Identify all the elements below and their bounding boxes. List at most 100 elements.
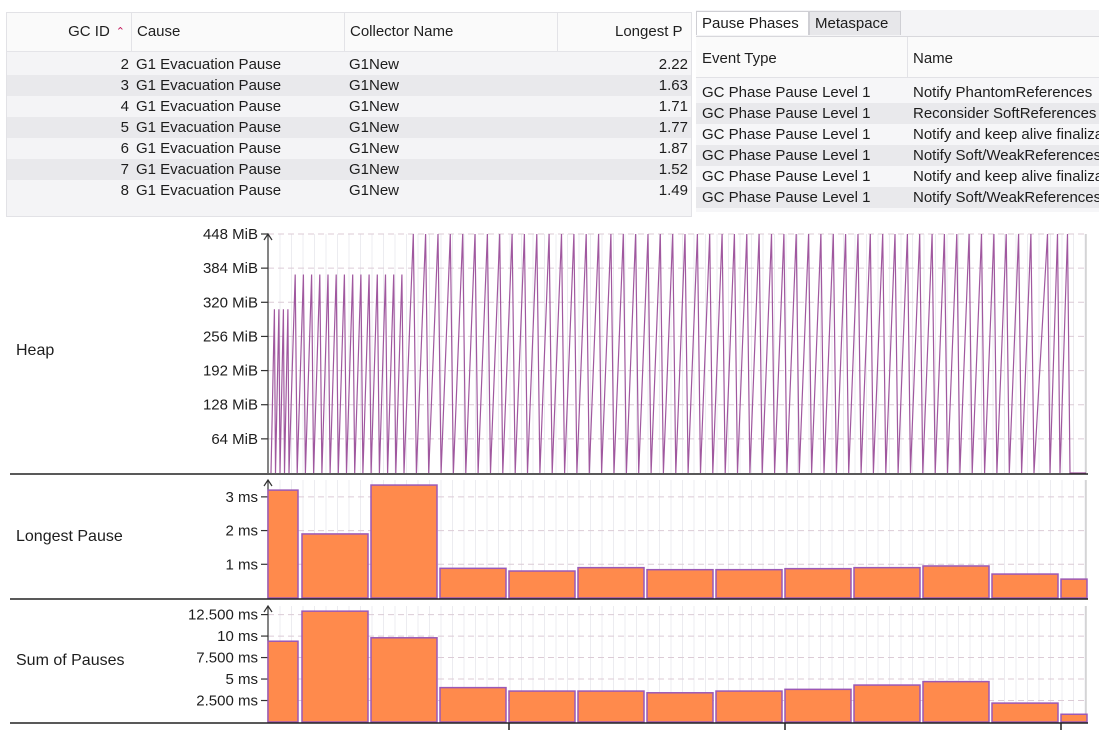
bar [715,568,783,599]
bar [853,566,921,599]
column-header-longest-pause[interactable]: Longest P [615,23,683,40]
caret-up-icon: ⌃ [115,26,125,38]
y-tick-label: 128 MiB [203,397,258,414]
table-row[interactable]: GC Phase Pause Level 1 Notify PhantomRef… [696,82,1099,103]
bar [301,610,369,723]
gc-charts[interactable]: 64 MiB 128 MiB 192 MiB 256 MiB 320 MiB 384 Mi… [0,222,1099,738]
cell-gc-id: 8 [120,182,129,199]
cell-cause: G1 Evacuation Pause [136,98,282,115]
table-row[interactable]: GC Phase Pause Level 1 Reconsider SoftRe… [696,103,1099,124]
table-row[interactable]: GC Phase Pause Level 1 Notify and keep a… [696,166,1099,187]
bar [1060,713,1088,723]
column-header-collector-name[interactable]: Collector Name [345,13,558,51]
cell-cause: G1 Evacuation Pause [136,119,282,136]
cell-longest-pause: 1.87 [658,140,688,157]
cell-gc-id: 4 [120,98,129,115]
cell-event-type: GC Phase Pause Level 1 [702,147,871,164]
table-row[interactable]: 8 G1 Evacuation Pause G1New 1.49 [7,180,691,201]
bar [370,637,438,723]
table-row[interactable]: 6 G1 Evacuation Pause G1New 1.87 [7,138,691,159]
bar [1060,578,1088,599]
cell-cause: G1 Evacuation Pause [136,56,282,73]
bar [439,567,507,599]
bar [784,567,852,599]
y-tick-label: 2.500 ms [196,693,258,710]
cell-longest-pause: 1.71 [658,98,688,115]
y-axis-arrow [263,478,273,487]
bar [784,688,852,723]
cell-collector-name: G1New [349,77,400,94]
cell-collector-name: G1New [349,56,400,73]
cell-gc-id: 3 [120,77,129,94]
cell-cause: G1 Evacuation Pause [136,140,282,157]
y-tick-label: 2 ms [225,523,258,540]
y-tick-label: 10 ms [217,628,258,645]
column-header-name[interactable]: Name [913,50,954,67]
bar [301,533,369,599]
table-row[interactable]: 4 G1 Evacuation Pause G1New 1.71 [7,96,691,117]
bar [991,573,1059,599]
table-row[interactable]: GC Phase Pause Level 1 Notify Soft/WeakR… [696,187,1099,208]
cell-longest-pause: 1.63 [658,77,688,94]
longest-pause-chart-label: Longest Pause [16,528,123,545]
cell-gc-id: 5 [120,119,129,136]
cell-event-type: GC Phase Pause Level 1 [702,126,871,143]
table-row[interactable]: 2 G1 Evacuation Pause G1New 2.22 [7,54,691,75]
cell-name: Reconsider SoftReferences [913,105,1097,122]
cell-gc-id: 7 [120,161,129,178]
bar [715,690,783,723]
y-axis-arrow [263,604,273,613]
cell-cause: G1 Evacuation Pause [136,77,282,94]
y-tick-label: 12.500 ms [188,607,258,624]
y-tick-label: 320 MiB [203,294,258,311]
table-row[interactable]: GC Phase Pause Level 1 Notify Soft/WeakR… [696,145,1099,166]
cell-longest-pause: 1.77 [658,119,688,136]
y-tick-label: 1 ms [225,556,258,573]
bar [646,568,714,599]
y-axis-arrow [263,232,273,241]
gc-table-header: GC ID ⌃ Cause Collector Name Longest P [7,13,691,52]
column-header-cause[interactable]: Cause [132,13,345,51]
charts-svg: 64 MiB 128 MiB 192 MiB 256 MiB 320 MiB 384 Mi… [10,226,1088,730]
bar [922,565,990,599]
table-row[interactable]: 5 G1 Evacuation Pause G1New 1.77 [7,117,691,138]
phases-table-body: GC Phase Pause Level 1 Notify PhantomRef… [696,82,1099,208]
y-tick-label: 64 MiB [211,431,258,448]
cell-collector-name: G1New [349,140,400,157]
pause-phases-table[interactable]: Event Type Name GC Phase Pause Level 1 N… [696,36,1099,212]
y-tick-label: 384 MiB [203,260,258,277]
cell-collector-name: G1New [349,161,400,178]
bar [577,690,645,723]
bar [991,702,1059,723]
y-tick-label: 7.500 ms [196,650,258,667]
cell-name: Notify PhantomReferences [913,84,1093,101]
heap-line [270,233,1086,474]
table-row[interactable]: 3 G1 Evacuation Pause G1New 1.63 [7,75,691,96]
gc-events-table[interactable]: GC ID ⌃ Cause Collector Name Longest P 2 … [6,12,692,217]
cell-gc-id: 2 [120,56,129,73]
cell-collector-name: G1New [349,98,400,115]
y-tick-label: 192 MiB [203,363,258,380]
table-row[interactable]: 7 G1 Evacuation Pause G1New 1.52 [7,159,691,180]
y-tick-label: 448 MiB [203,226,258,243]
cell-name: Notify Soft/WeakReferences [913,147,1099,164]
y-tick-label: 3 ms [225,489,258,506]
cell-longest-pause: 1.49 [658,182,688,199]
phases-table-header: Event Type Name [696,37,1099,78]
column-header-event-type[interactable]: Event Type [696,37,908,77]
tab-metaspace[interactable]: Metaspace [809,11,901,35]
bar [646,692,714,723]
bar [577,566,645,599]
y-tick-label: 256 MiB [203,328,258,345]
tab-pause-phases[interactable]: Pause Phases [696,11,809,35]
cell-collector-name: G1New [349,182,400,199]
phases-panel: Pause Phases Metaspace Event Type Name G… [696,10,1099,212]
y-tick-label: 5 ms [225,671,258,688]
cell-event-type: GC Phase Pause Level 1 [702,105,871,122]
column-header-gc-id[interactable]: GC ID ⌃ [7,13,132,51]
tab-strip: Pause Phases Metaspace [696,10,1099,36]
bar [267,489,299,599]
sum-of-pauses-chart-label: Sum of Pauses [16,652,125,669]
bar [853,684,921,723]
table-row[interactable]: GC Phase Pause Level 1 Notify and keep a… [696,124,1099,145]
